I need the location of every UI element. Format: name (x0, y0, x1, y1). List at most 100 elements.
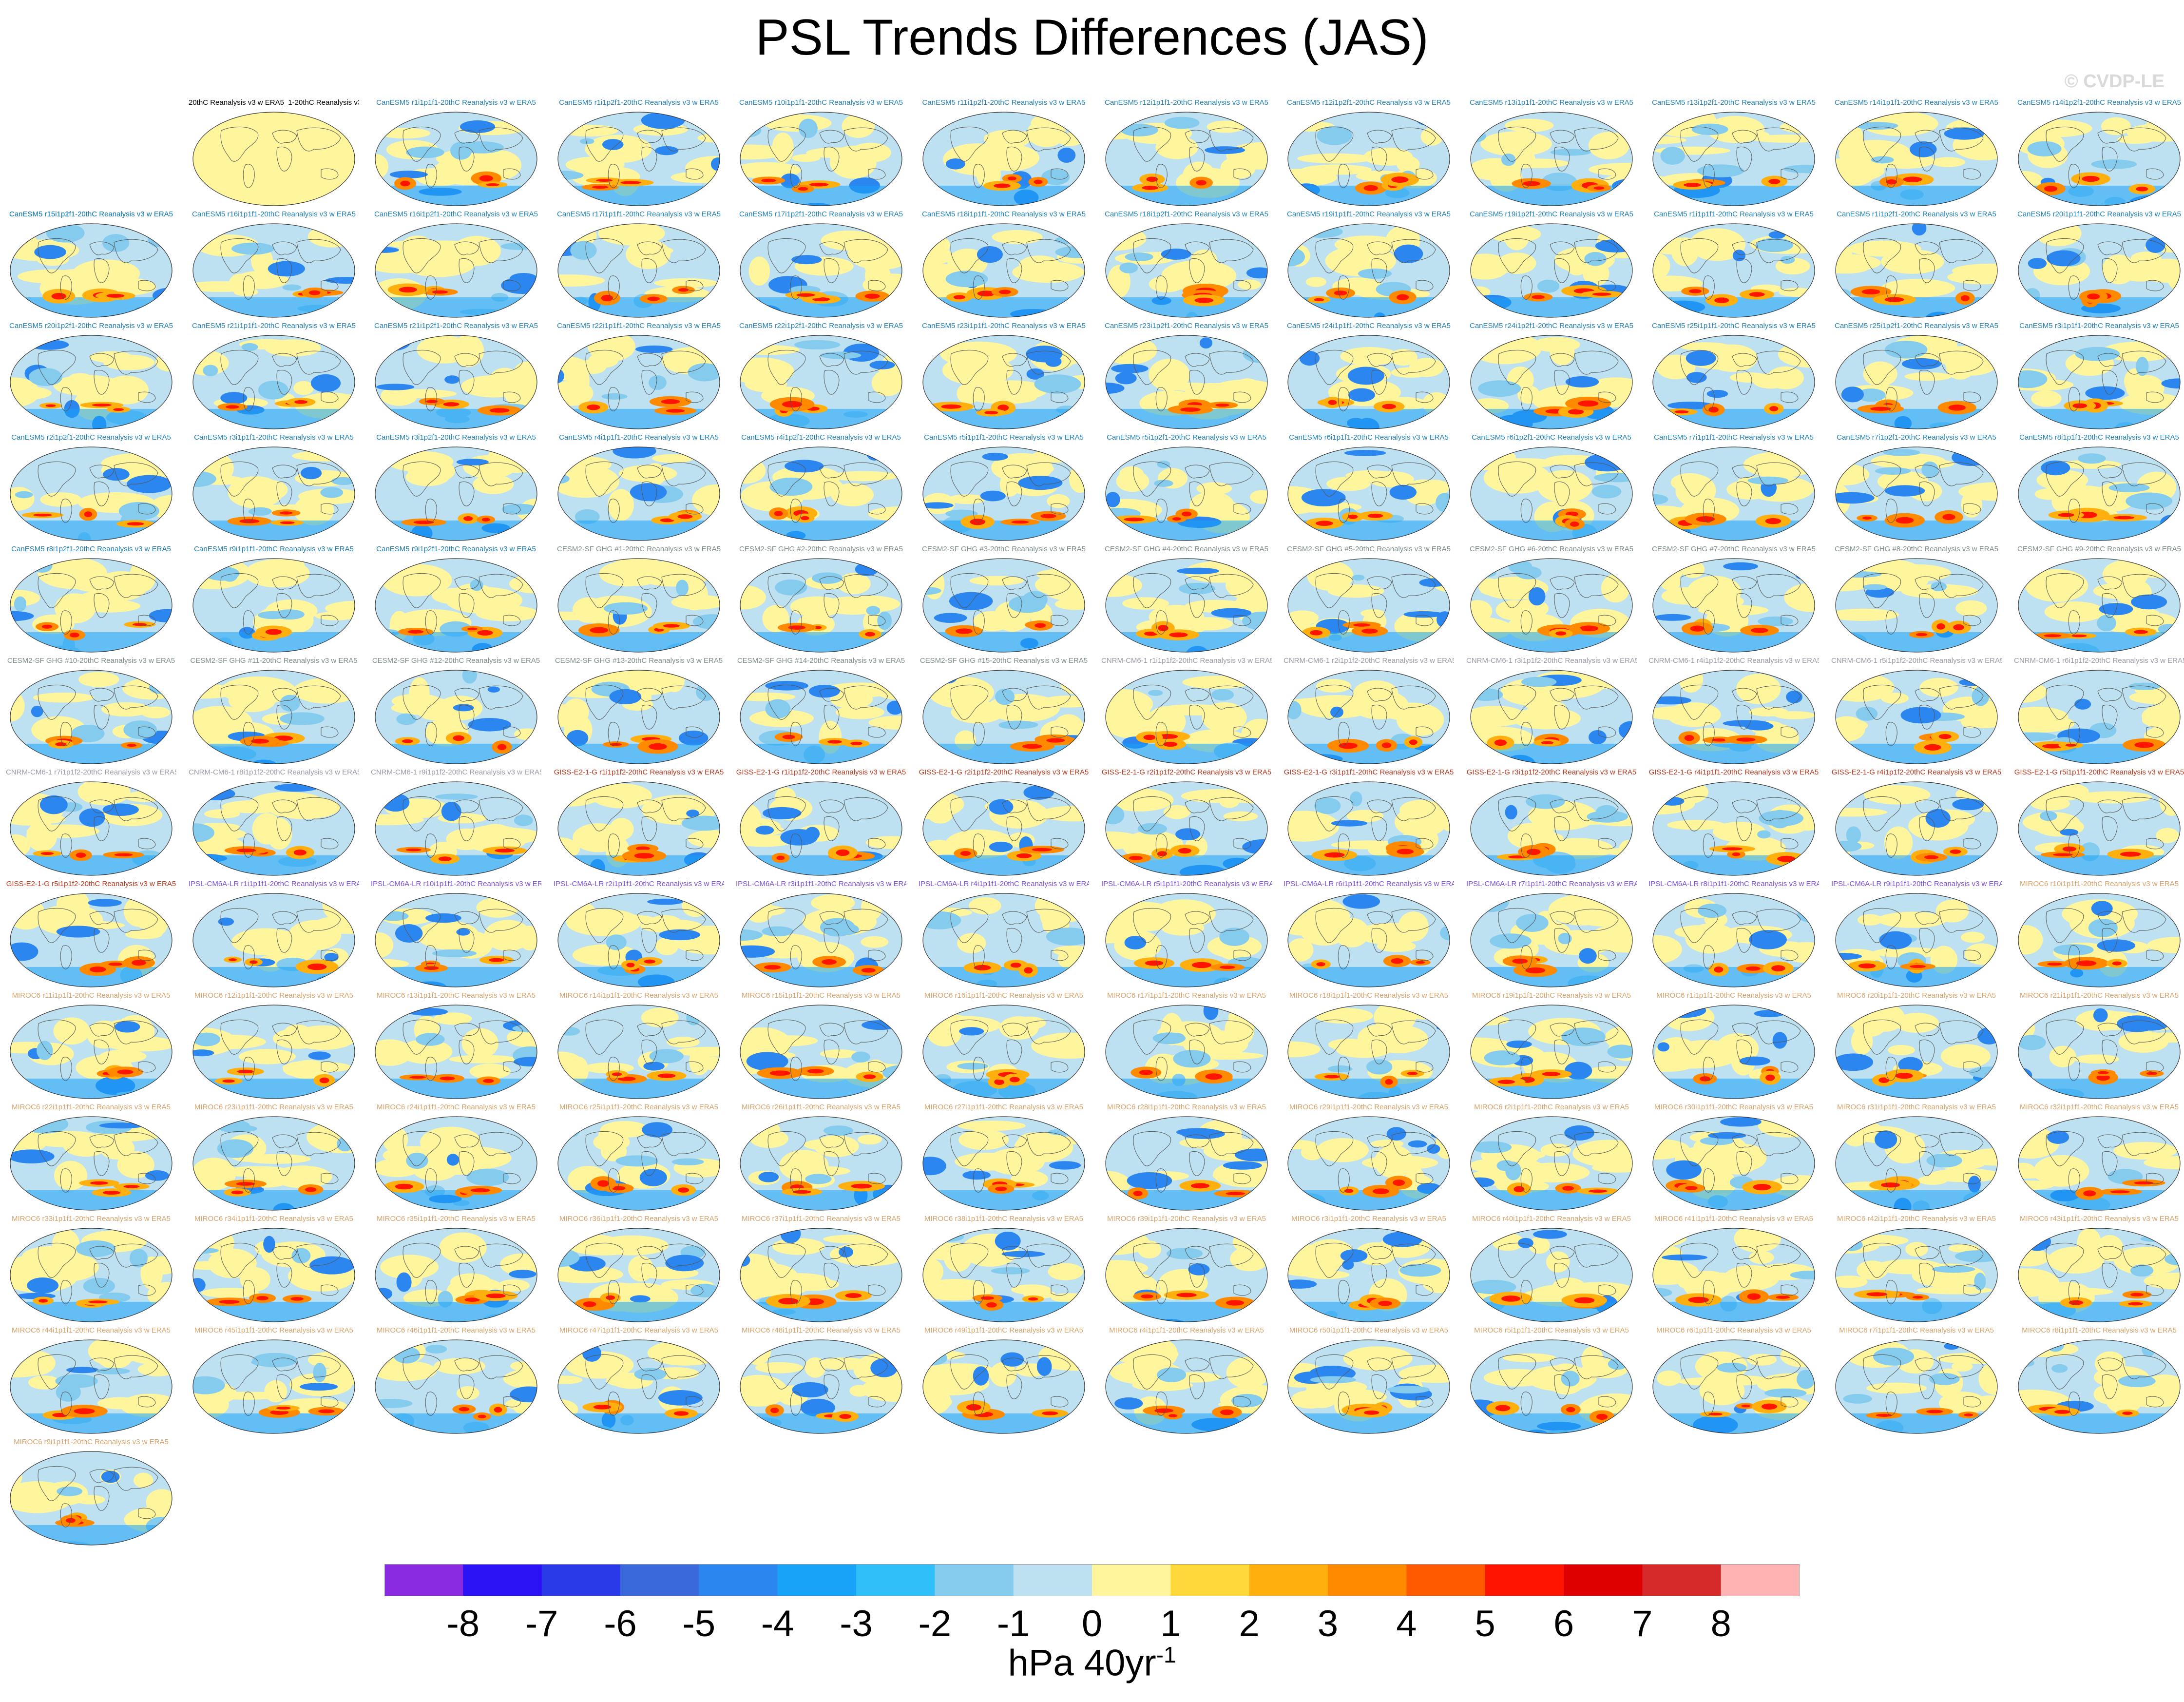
field-patch (2097, 1071, 2109, 1074)
coastline (641, 1374, 657, 1399)
map-border (1835, 335, 1998, 429)
world-map (740, 1005, 902, 1099)
coastline (454, 576, 479, 590)
coastline (1919, 147, 1935, 172)
world-map (557, 670, 720, 764)
map-background (193, 112, 355, 206)
map-border (1652, 1339, 1815, 1434)
coastline (243, 499, 255, 523)
map-border (922, 1228, 1085, 1322)
field-patch (280, 695, 300, 712)
field-patch (1708, 1412, 1723, 1416)
map-panel: MIROC6 r1i1p1f1-20thC Reanalysis v3 w ER… (1648, 989, 1819, 1101)
field-patch (461, 375, 526, 398)
map-border (10, 1451, 172, 1546)
field-patch (1940, 1044, 1991, 1068)
coastline (38, 1242, 76, 1278)
map-panel: CanESM5 r20i1p1f1-20thC Reanalysis v3 w … (2014, 208, 2184, 319)
field-patch (1801, 335, 1815, 347)
map-panel: MIROC6 r36i1p1f1-20thC Reanalysis v3 w E… (554, 1213, 724, 1324)
world-map (10, 223, 172, 318)
panel-title: CanESM5 r1i1p2f1-20thC Reanalysis v3 w E… (1837, 210, 1996, 218)
field-patch (274, 783, 319, 792)
field-patch (839, 1414, 851, 1419)
field-patch (1948, 405, 1966, 411)
map-border (2018, 558, 2181, 653)
map-border (1470, 223, 1633, 318)
field-patch (1194, 297, 1214, 303)
field-patch (1861, 289, 1880, 295)
field-patch (590, 627, 609, 634)
field-patch (1133, 1190, 1143, 1197)
field-patch (969, 897, 1001, 915)
coastline (2146, 949, 2164, 961)
coastline (686, 1284, 704, 1296)
world-map (10, 335, 172, 429)
field-patch (1881, 279, 1955, 298)
field-patch (1664, 647, 1699, 652)
coastline (321, 949, 339, 961)
field-patch (1537, 470, 1592, 503)
field-patch (1471, 688, 1503, 701)
coastline (1026, 350, 1071, 375)
field-patch (2018, 1162, 2035, 1177)
field-patch (132, 960, 146, 966)
field-patch (740, 585, 766, 610)
field-patch (652, 454, 694, 463)
world-map (375, 223, 537, 318)
field-patch (10, 632, 172, 652)
field-patch (1900, 707, 1941, 724)
colorbar-tick: 5 (1475, 1603, 1495, 1644)
coastline (138, 838, 156, 850)
field-patch (113, 1096, 132, 1099)
world-map (1105, 223, 1268, 318)
field-patch (1921, 461, 1938, 478)
field-patch (1780, 255, 1795, 264)
field-patch (2126, 492, 2173, 510)
field-patch (2105, 1382, 2143, 1414)
world-map (740, 1228, 902, 1322)
field-patch (1538, 701, 1567, 717)
coastline (1051, 949, 1069, 961)
coastline (1133, 126, 1171, 162)
coastline (843, 462, 888, 486)
coastline (1133, 349, 1171, 385)
coastline (1781, 949, 1799, 961)
world-map (1835, 1116, 1998, 1211)
field-patch (375, 1039, 413, 1066)
coastline (1416, 838, 1434, 850)
coastline (1498, 461, 1536, 497)
field-patch (2147, 937, 2180, 953)
coastline (459, 1040, 475, 1064)
field-patch (923, 632, 1085, 652)
panel-title: CanESM5 r15i1p2f1-20thC Reanalysis v3 w … (9, 210, 173, 218)
field-patch (258, 381, 288, 400)
coastline (1598, 615, 1616, 626)
world-map (1470, 558, 1633, 653)
colorbar-swatch (699, 1564, 778, 1596)
field-patch (1566, 1407, 1575, 1412)
panel-title: CESM2-SF GHG #5-20thC Reanalysis v3 w ER… (1287, 545, 1451, 553)
field-patch (1836, 264, 1868, 274)
coastline (1554, 1040, 1570, 1064)
field-patch (76, 852, 86, 858)
field-patch (294, 400, 308, 404)
coastline (1026, 239, 1071, 263)
coastline (425, 945, 437, 969)
coastline (790, 1168, 802, 1193)
field-patch (1786, 870, 1815, 875)
field-patch (443, 402, 460, 406)
coastline (1554, 705, 1570, 730)
field-patch (1863, 785, 1931, 805)
map-border (557, 1339, 720, 1434)
coastline (503, 391, 521, 403)
field-patch (1227, 1321, 1247, 1322)
field-patch (307, 225, 355, 248)
field-patch (1116, 470, 1149, 492)
map-panel: CanESM5 r24i1p1f1-20thC Reanalysis v3 w … (1284, 320, 1454, 431)
world-map (192, 1228, 355, 1322)
field-patch (1574, 1297, 1595, 1304)
map-border (192, 446, 355, 541)
panel-title: MIROC6 r5i1p1f1-20thC Reanalysis v3 w ER… (1474, 1326, 1629, 1335)
coastline (89, 241, 115, 255)
